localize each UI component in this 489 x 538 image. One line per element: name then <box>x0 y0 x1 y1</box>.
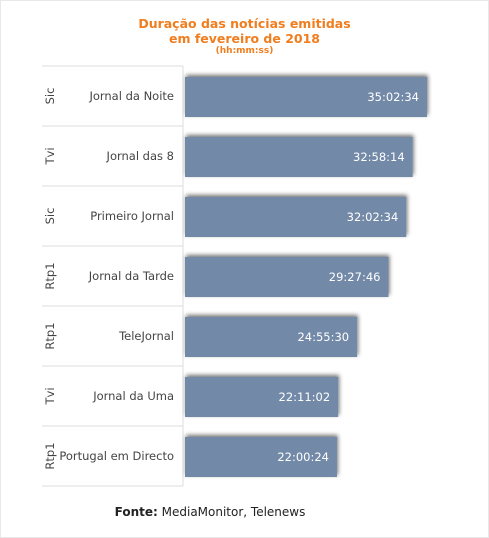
bar <box>185 137 413 177</box>
bar <box>185 197 407 237</box>
category-label: Jornal da Tarde <box>88 269 174 283</box>
source-note: Fonte: MediaMonitor, Telenews <box>0 505 420 519</box>
chart-title-line1: Duração das notícias emitidas <box>138 16 351 31</box>
bar <box>185 77 427 117</box>
group-label: Sic <box>43 88 57 105</box>
data-label: 22:11:02 <box>279 390 331 404</box>
data-label: 29:27:46 <box>329 270 381 284</box>
group-label: Sic <box>43 208 57 225</box>
source-prefix: Fonte: <box>114 505 158 519</box>
group-label: Rtp1 <box>43 442 57 469</box>
category-label: Portugal em Directo <box>59 449 174 463</box>
category-label: Jornal das 8 <box>106 149 174 163</box>
bar <box>185 317 358 357</box>
category-label: TeleJornal <box>118 329 174 343</box>
group-label: Rtp1 <box>43 262 57 289</box>
chart-title: Duração das notícias emitidas em feverei… <box>0 16 489 57</box>
bar <box>185 257 389 297</box>
source-text: MediaMonitor, Telenews <box>161 505 306 519</box>
category-label: Jornal da Noite <box>88 89 174 103</box>
data-label: 32:02:34 <box>347 210 399 224</box>
group-label: Rtp1 <box>43 322 57 349</box>
bar <box>185 437 337 477</box>
data-label: 22:00:24 <box>277 450 329 464</box>
group-label: Tvi <box>43 147 57 165</box>
data-label: 24:55:30 <box>297 330 349 344</box>
data-label: 32:58:14 <box>353 150 405 164</box>
chart-title-line2: em fevereiro de 2018 <box>169 31 320 46</box>
data-label: 35:02:34 <box>367 90 419 104</box>
category-label: Primeiro Jornal <box>90 209 174 223</box>
category-label: Jornal da Uma <box>92 389 174 403</box>
bar <box>185 377 339 417</box>
chart-title-unit: (hh:mm:ss) <box>215 46 274 56</box>
group-label: Tvi <box>43 387 57 405</box>
